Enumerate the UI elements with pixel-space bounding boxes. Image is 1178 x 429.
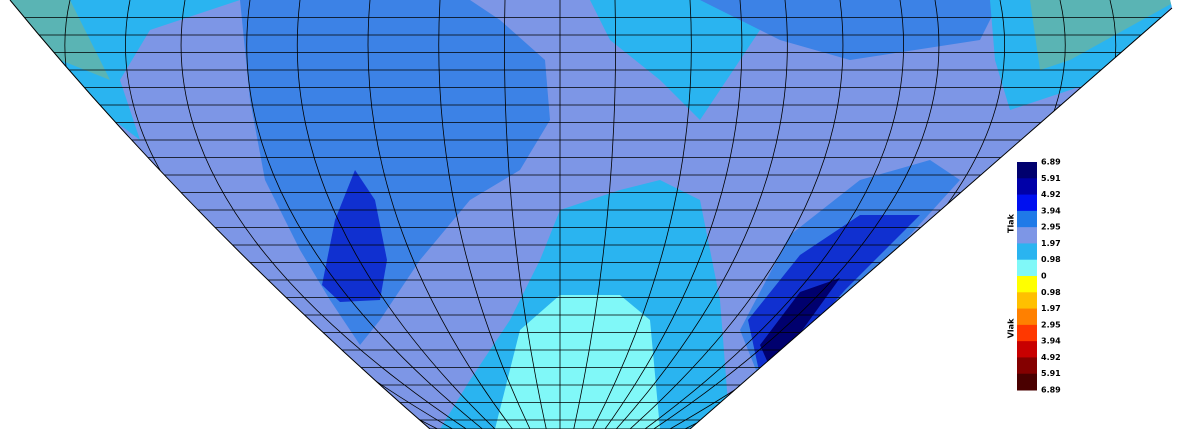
mesh-line bbox=[653, 0, 940, 429]
mesh-line bbox=[644, 0, 904, 429]
legend-upper-label: Tlak bbox=[1007, 213, 1016, 233]
legend-swatch bbox=[1017, 373, 1037, 391]
legend-swatch bbox=[1017, 178, 1037, 196]
legend-swatch bbox=[1017, 227, 1037, 244]
dam-outline bbox=[9, 0, 1173, 429]
legend-swatch bbox=[1017, 292, 1037, 310]
legend-tick-label: 0 bbox=[1041, 272, 1047, 281]
region bbox=[240, 0, 550, 345]
mesh-line bbox=[615, 0, 788, 429]
mesh-line bbox=[438, 0, 531, 429]
mesh-line bbox=[246, 0, 483, 429]
legend-tick-label: 6.89 bbox=[1041, 386, 1061, 395]
region bbox=[760, 278, 840, 372]
region bbox=[322, 170, 387, 302]
mesh-line bbox=[573, 0, 616, 429]
legend-tick-label: 5.91 bbox=[1041, 174, 1061, 183]
region bbox=[495, 295, 660, 429]
mesh-line bbox=[604, 0, 743, 429]
mesh-line bbox=[296, 0, 496, 429]
legend-tick-label: 2.95 bbox=[1041, 320, 1061, 329]
mesh-line bbox=[180, 0, 467, 429]
legend-tick-label: 5.91 bbox=[1041, 369, 1061, 378]
mesh-line bbox=[504, 0, 547, 429]
legend-tick-label: 1.97 bbox=[1041, 304, 1061, 313]
legend-swatch bbox=[1017, 276, 1037, 293]
legend-swatch bbox=[1017, 259, 1037, 277]
legend-tick-label: 3.94 bbox=[1041, 206, 1061, 215]
mesh-line bbox=[367, 0, 513, 429]
mesh-line bbox=[592, 0, 692, 429]
region bbox=[590, 0, 780, 120]
legend-tick-label: 0.98 bbox=[1041, 255, 1061, 264]
legend-swatch bbox=[1017, 308, 1037, 326]
legend-tick-label: 6.89 bbox=[1041, 158, 1061, 167]
legend-tick-label: 4.92 bbox=[1041, 353, 1061, 362]
region bbox=[10, 0, 110, 80]
legend-tick-label: 1.97 bbox=[1041, 239, 1061, 248]
legend-tick-label: 4.92 bbox=[1041, 190, 1061, 199]
legend-lower-label: Vlak bbox=[1007, 318, 1016, 338]
legend-swatch bbox=[1017, 324, 1037, 342]
legend-tick-label: 3.94 bbox=[1041, 337, 1061, 346]
legend-swatch bbox=[1017, 194, 1037, 212]
legend-tick-label: 2.95 bbox=[1041, 223, 1061, 232]
legend-swatch bbox=[1017, 243, 1037, 261]
legend-swatch bbox=[1017, 210, 1037, 228]
legend-swatch bbox=[1017, 341, 1037, 358]
region bbox=[700, 0, 1000, 60]
legend-tick-label: 0.98 bbox=[1041, 288, 1061, 297]
legend: 6.89 5.91 4.92 3.94 2.95 1.97 0.98 0 0.98 1.97 2.9… bbox=[1007, 158, 1062, 395]
legend-swatch bbox=[1017, 162, 1037, 179]
legend-swatch bbox=[1017, 357, 1037, 375]
mesh-line bbox=[629, 0, 844, 429]
